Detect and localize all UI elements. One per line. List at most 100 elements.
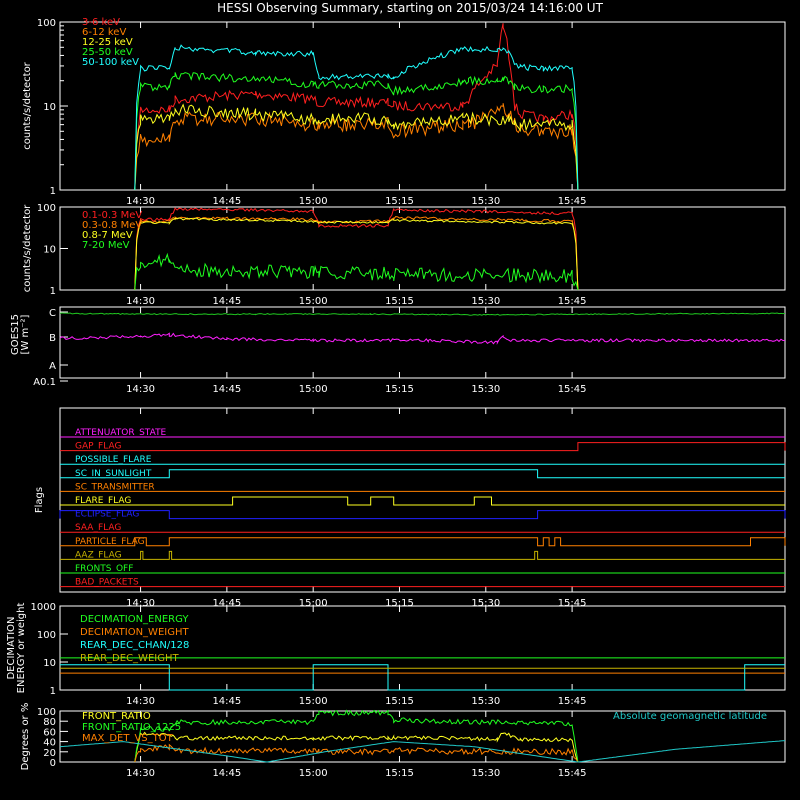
- y-tick-label: C: [49, 308, 56, 319]
- y-axis-label: Flags: [34, 487, 45, 513]
- y-axis-label: Degrees or %: [20, 703, 31, 771]
- x-tick-label: 15:30: [471, 296, 500, 307]
- y-tick-label: 20: [43, 748, 56, 759]
- legend-entry: 12-25 keV: [82, 37, 133, 48]
- y-tick-label: 100: [37, 630, 56, 641]
- panel-goes: 14:30 14:45 15:00 15:15 15:30 15:45 A0.1 A B C GOE…: [10, 306, 786, 395]
- x-tick-label: 14:45: [212, 384, 241, 395]
- x-tick-label: 14:30: [126, 196, 155, 207]
- flag-label: GAP_FLAG: [75, 442, 121, 452]
- legend-entry: FRONT_RATIO_1225: [82, 722, 181, 733]
- y-tick-label: 0: [50, 758, 56, 769]
- legend-entry: 7-20 MeV: [82, 240, 130, 251]
- flag-line: [60, 537, 786, 547]
- y-tick-label: 1: [50, 286, 56, 297]
- y-tick-label: 10: [43, 245, 56, 256]
- series-line: [134, 103, 579, 191]
- legend-entry: 0.8-7 MeV: [82, 230, 133, 241]
- panel-gamma: 14:30 14:45 15:00 15:15 15:30 15:45 1 10 100 coun…: [22, 203, 786, 307]
- flag-label: FRONTS_OFF: [75, 564, 133, 574]
- x-tick-label: 15:45: [558, 384, 587, 395]
- x-tick-label: 15:30: [471, 384, 500, 395]
- panel-decimation: 14:30 14:45 15:00 15:15 15:30 15:45 1 10 100 1000…: [6, 602, 786, 707]
- y-tick-label: 1: [50, 686, 56, 697]
- flag-line: [60, 442, 786, 452]
- series-line: [134, 44, 579, 191]
- x-tick-label: 15:30: [471, 196, 500, 207]
- x-tick-label: 15:00: [299, 696, 328, 707]
- legend-entry: 0.1-0.3 MeV: [82, 210, 142, 221]
- y-tick-label: 10: [43, 658, 56, 669]
- x-tick-label: 14:30: [126, 768, 155, 779]
- x-tick-label: 15:45: [558, 598, 587, 609]
- y-axis-label: [W m⁻²]: [20, 314, 31, 354]
- x-tick-label: 14:45: [212, 598, 241, 609]
- series-line: [134, 731, 579, 763]
- y-tick-label: A: [49, 361, 56, 372]
- flag-label: POSSIBLE_FLARE: [75, 455, 152, 465]
- y-tick-label: 80: [43, 717, 56, 728]
- x-tick-label: 14:30: [126, 598, 155, 609]
- x-tick-label: 15:15: [385, 196, 414, 207]
- x-tick-label: 15:30: [471, 768, 500, 779]
- y-axis-label: DECIMATION: [6, 616, 17, 679]
- x-tick-label: 15:00: [299, 598, 328, 609]
- x-tick-label: 15:00: [299, 384, 328, 395]
- flag-line: [60, 550, 785, 560]
- flag-label: SC_TRANSMITTER: [75, 482, 155, 492]
- x-tick-label: 15:00: [299, 196, 328, 207]
- legend-entry: FRONT_RATIO: [82, 711, 151, 722]
- flag-line: [60, 469, 785, 479]
- panel-xray-low: 14:30 14:45 15:00 15:15 15:30 15:45 1 10 100 coun…: [22, 17, 786, 207]
- flag-label: SAA_FLAG: [75, 523, 121, 533]
- x-tick-label: 15:15: [385, 696, 414, 707]
- y-tick-label: B: [49, 333, 56, 344]
- legend-entry: DECIMATION_ENERGY: [80, 614, 189, 625]
- x-tick-label: 15:15: [385, 296, 414, 307]
- legend-entry: 6-12 keV: [82, 27, 126, 38]
- series-line: [134, 217, 579, 291]
- panels: 14:30 14:45 15:00 15:15 15:30 15:45110100coun…: [6, 17, 786, 779]
- x-tick-label: 14:30: [126, 696, 155, 707]
- flag-line: [60, 496, 785, 506]
- y-tick-label: 1000: [31, 602, 56, 613]
- series-line: [59, 312, 786, 316]
- legend-entry: 3-6 keV: [82, 17, 120, 28]
- legend-entry: 50-100 keV: [82, 57, 139, 68]
- x-tick-label: 15:45: [558, 696, 587, 707]
- chart-title: HESSI Observing Summary, starting on 201…: [217, 1, 603, 15]
- legend-entry: DECIMATION_WEIGHT: [80, 627, 189, 638]
- legend-entry: REAR_DEC_WEIGHT: [80, 653, 179, 664]
- panel-frame: [59, 407, 786, 593]
- y-tick-label: 1: [50, 186, 56, 197]
- series-line: [59, 740, 786, 763]
- x-tick-label: 15:15: [385, 598, 414, 609]
- y-tick-label: 100: [37, 707, 56, 718]
- flag-label: ECLIPSE_FLAG: [75, 510, 139, 520]
- series-line: [134, 207, 579, 291]
- panel-frame: [59, 306, 786, 379]
- x-tick-label: 15:45: [558, 768, 587, 779]
- y-axis-label: counts/s/detector: [22, 61, 33, 149]
- x-tick-label: 14:30: [126, 296, 155, 307]
- panel-ratios: 14:30 14:45 15:00 15:15 15:30 15:45 0204060801…: [20, 703, 786, 779]
- x-tick-label: 14:45: [212, 768, 241, 779]
- y-tick-label: 10: [43, 102, 56, 113]
- y-tick-label: A0.1: [33, 377, 56, 388]
- series-line: [59, 332, 786, 345]
- x-tick-label: 15:45: [558, 196, 587, 207]
- legend-entry: REAR_DEC_CHAN/128: [80, 640, 189, 651]
- series-line: [134, 103, 579, 191]
- series-line: [134, 23, 579, 191]
- y-tick-label: 100: [37, 203, 56, 214]
- x-tick-label: 15:00: [299, 296, 328, 307]
- series-line: [60, 664, 785, 691]
- series-line: [134, 709, 579, 763]
- x-tick-label: 15:45: [558, 296, 587, 307]
- panel-flags: 14:30 14:45 15:00 15:15 15:30 15:45 Flags ATTEN…: [34, 407, 786, 609]
- legend-entry: 25-50 keV: [82, 47, 133, 58]
- x-tick-label: 14:45: [212, 296, 241, 307]
- y-tick-label: 100: [37, 18, 56, 29]
